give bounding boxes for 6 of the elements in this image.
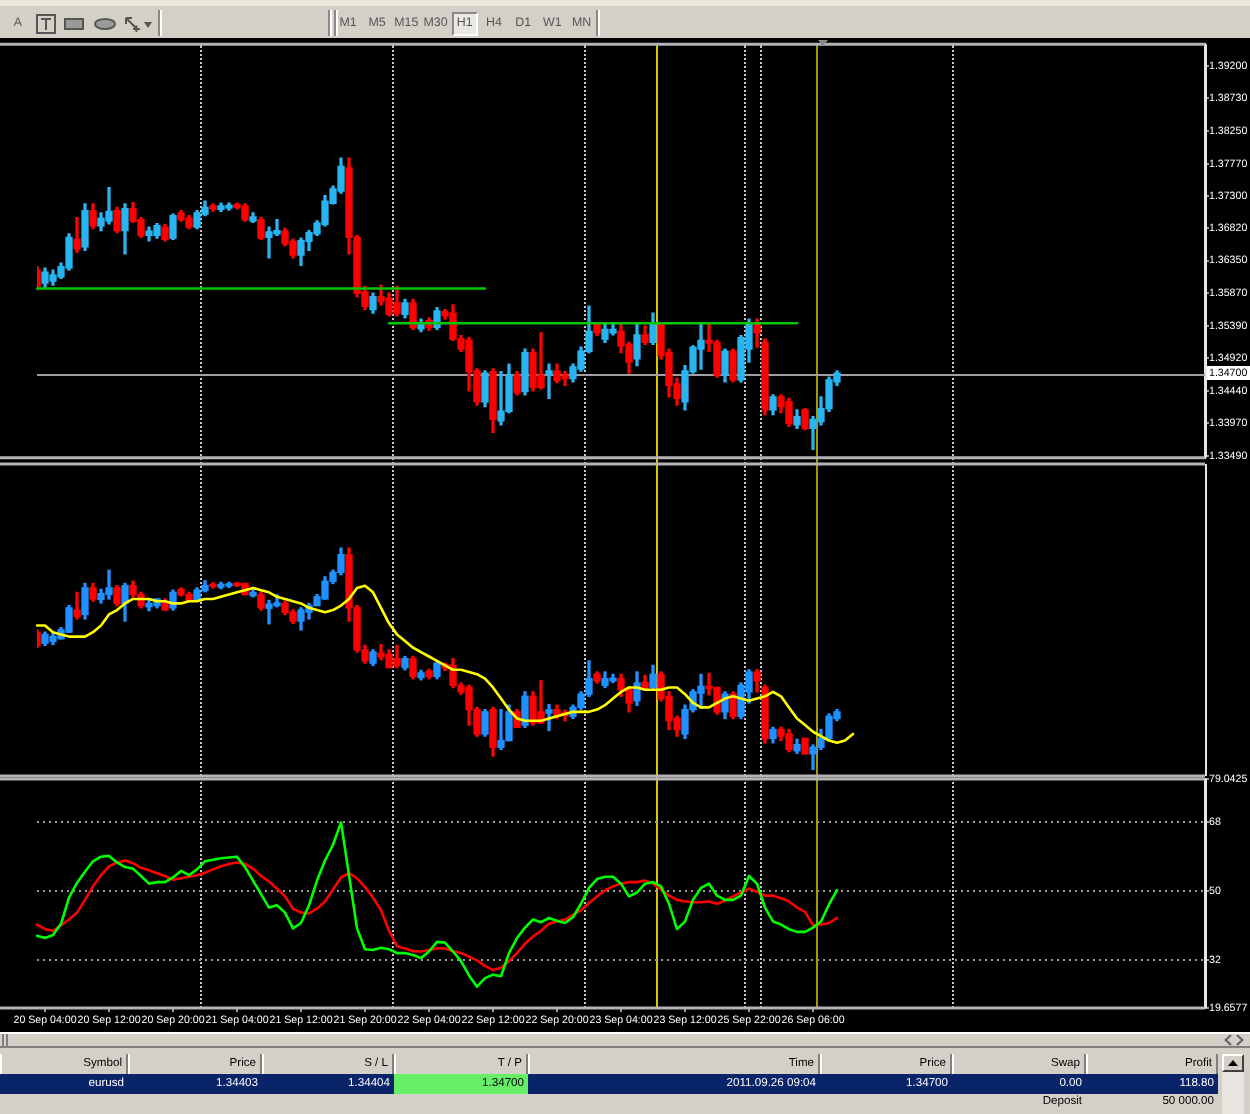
candlestick — [265, 226, 273, 259]
candlestick — [537, 332, 545, 390]
candlestick — [697, 323, 705, 370]
candlestick — [545, 363, 553, 399]
candlestick — [497, 708, 505, 751]
candlestick — [497, 371, 505, 426]
